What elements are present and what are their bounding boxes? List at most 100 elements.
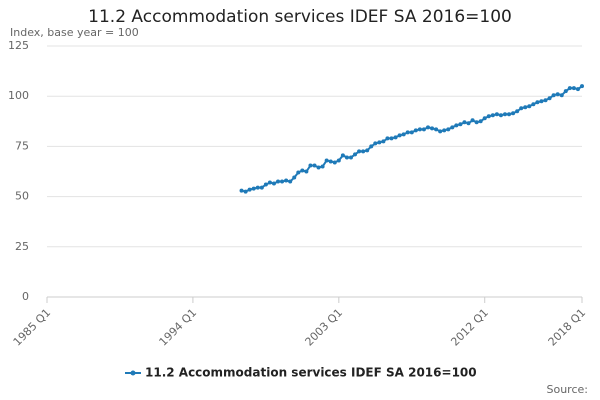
data-point bbox=[551, 93, 556, 98]
x-tick-label: 2003 Q1 bbox=[303, 306, 346, 349]
y-tick-label: 0 bbox=[22, 290, 29, 303]
data-point bbox=[292, 175, 297, 180]
data-point bbox=[470, 118, 475, 123]
data-point bbox=[251, 186, 256, 191]
data-point bbox=[454, 123, 459, 128]
x-tick-label: 1994 Q1 bbox=[157, 306, 200, 349]
data-point bbox=[567, 86, 572, 91]
data-point bbox=[393, 135, 398, 140]
data-point bbox=[555, 92, 560, 97]
data-point bbox=[348, 155, 353, 160]
legend-label: 11.2 Accommodation services IDEF SA 2016… bbox=[145, 366, 477, 380]
y-axis-label: Index, base year = 100 bbox=[10, 26, 139, 39]
series-line bbox=[241, 85, 583, 193]
data-point bbox=[575, 87, 580, 92]
data-point bbox=[353, 152, 358, 157]
data-point bbox=[397, 133, 402, 138]
data-point bbox=[462, 120, 467, 125]
data-point bbox=[527, 104, 532, 109]
data-point bbox=[580, 84, 584, 89]
data-point bbox=[531, 102, 536, 107]
y-tick-label: 100 bbox=[8, 89, 29, 102]
data-point bbox=[547, 96, 552, 101]
data-point bbox=[263, 182, 268, 187]
data-point bbox=[559, 93, 564, 98]
data-point bbox=[259, 185, 264, 190]
data-point bbox=[409, 130, 414, 135]
data-point bbox=[417, 127, 422, 132]
data-point bbox=[498, 113, 503, 118]
data-point bbox=[369, 144, 374, 149]
data-point bbox=[446, 127, 451, 132]
legend-marker bbox=[130, 370, 136, 376]
data-point bbox=[373, 141, 378, 146]
data-point bbox=[300, 168, 305, 173]
data-point bbox=[519, 106, 524, 111]
data-point bbox=[284, 178, 289, 183]
data-point bbox=[247, 187, 252, 192]
data-point bbox=[401, 132, 406, 137]
data-point bbox=[511, 111, 516, 116]
data-point bbox=[385, 136, 390, 141]
data-point bbox=[507, 112, 512, 117]
data-point bbox=[361, 149, 366, 154]
data-point bbox=[280, 179, 285, 184]
data-point bbox=[316, 165, 321, 170]
data-point bbox=[344, 155, 349, 160]
data-point bbox=[438, 129, 443, 134]
data-point bbox=[308, 163, 313, 168]
data-point bbox=[482, 116, 487, 121]
data-point bbox=[328, 159, 333, 164]
data-point bbox=[486, 114, 491, 119]
data-point bbox=[320, 164, 325, 169]
y-tick-label: 125 bbox=[8, 39, 29, 52]
data-point bbox=[539, 99, 544, 104]
data-point bbox=[458, 122, 463, 127]
source-label: Source: bbox=[547, 383, 589, 396]
data-point bbox=[304, 169, 309, 174]
chart-title: 11.2 Accommodation services IDEF SA 2016… bbox=[88, 7, 512, 27]
data-point bbox=[336, 158, 341, 163]
data-point bbox=[255, 185, 260, 190]
data-point bbox=[365, 148, 370, 153]
data-point bbox=[312, 163, 317, 168]
data-point bbox=[442, 128, 447, 133]
data-point bbox=[434, 127, 439, 132]
data-point bbox=[413, 128, 418, 133]
x-tick-label: 1985 Q1 bbox=[11, 306, 54, 349]
data-point bbox=[288, 179, 293, 184]
data-point bbox=[296, 170, 301, 175]
data-point bbox=[494, 112, 499, 117]
x-tick-label: 2012 Q1 bbox=[448, 306, 491, 349]
data-point bbox=[425, 125, 430, 130]
data-point bbox=[535, 100, 540, 105]
data-point bbox=[377, 140, 382, 145]
y-tick-label: 75 bbox=[15, 139, 29, 152]
data-point bbox=[474, 120, 479, 125]
data-point bbox=[523, 105, 528, 110]
data-point bbox=[332, 160, 337, 165]
data-point bbox=[324, 158, 329, 163]
data-point bbox=[389, 136, 394, 141]
data-point bbox=[563, 89, 568, 94]
data-point bbox=[405, 130, 410, 135]
data-point bbox=[340, 153, 345, 158]
data-point bbox=[450, 125, 455, 130]
y-tick-label: 25 bbox=[15, 240, 29, 253]
data-point bbox=[543, 98, 548, 103]
data-point bbox=[267, 180, 272, 185]
x-tick-label: 2018 Q1 bbox=[546, 306, 589, 349]
data-point bbox=[515, 109, 520, 114]
data-point bbox=[571, 86, 576, 91]
data-point bbox=[490, 113, 495, 118]
data-point bbox=[271, 181, 276, 186]
data-point bbox=[466, 121, 471, 126]
data-point bbox=[430, 126, 435, 131]
data-point bbox=[276, 179, 281, 184]
data-point bbox=[421, 127, 426, 132]
data-point bbox=[381, 139, 386, 144]
data-point bbox=[478, 119, 483, 124]
data-point bbox=[243, 189, 248, 194]
data-point bbox=[502, 112, 507, 117]
